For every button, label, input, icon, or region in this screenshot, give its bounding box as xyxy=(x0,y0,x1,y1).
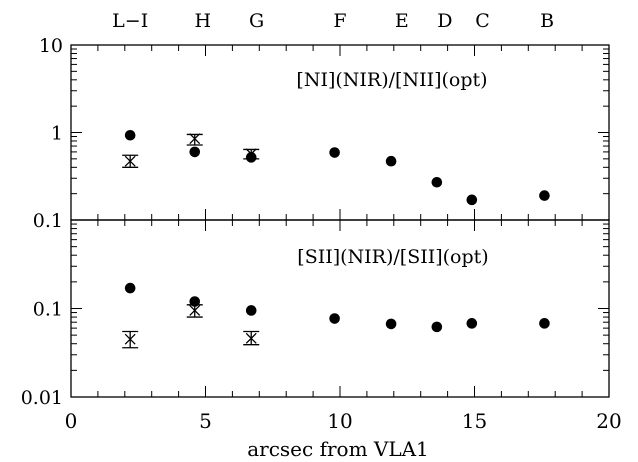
x-tick-label: 10 xyxy=(327,409,352,433)
position-label: H xyxy=(195,10,212,32)
cross-mark xyxy=(124,333,136,345)
data-point xyxy=(466,318,478,329)
position-label: L−I xyxy=(112,10,148,32)
y-tick-label: 10 xyxy=(39,35,63,57)
error-bar-point xyxy=(243,330,260,346)
x-tick-label: 5 xyxy=(199,409,212,433)
data-point xyxy=(189,146,201,158)
error-bar-point xyxy=(243,148,260,160)
data-point xyxy=(124,282,136,294)
x-tick-label: 0 xyxy=(65,409,78,433)
position-label: D xyxy=(437,10,452,32)
axis-ticks xyxy=(70,44,610,398)
cross-mark xyxy=(189,305,201,316)
position-label: C xyxy=(475,10,490,32)
y-tick-label: 0.1 xyxy=(33,210,63,232)
position-label: E xyxy=(395,10,409,32)
data-point xyxy=(189,296,201,307)
data-point xyxy=(124,129,136,141)
y-tick-label: 0.1 xyxy=(33,299,63,321)
y-tick-label: 1 xyxy=(51,123,63,145)
error-bar-point xyxy=(122,154,139,168)
x-axis-label: arcsec from VLA1 xyxy=(247,437,429,461)
data-point xyxy=(385,318,397,330)
position-label: B xyxy=(540,10,554,32)
cross-mark xyxy=(124,155,136,167)
top-position-labels: L−I H G F E D C B xyxy=(112,10,554,32)
data-point xyxy=(431,321,443,333)
cross-mark xyxy=(189,133,201,145)
data-point xyxy=(245,305,257,316)
x-tick-label: 15 xyxy=(462,409,487,433)
error-bar-point xyxy=(186,304,203,318)
position-label: G xyxy=(249,10,264,32)
data-point xyxy=(431,176,443,188)
position-label: F xyxy=(333,10,346,32)
x-tick-label: 20 xyxy=(596,409,621,433)
data-point xyxy=(385,155,397,167)
data-point xyxy=(539,190,550,201)
data-point xyxy=(539,318,550,329)
cross-mark xyxy=(245,148,257,160)
panel-top-title: [NI](NIR)/[NII](opt) xyxy=(296,69,487,91)
data-point xyxy=(466,194,478,206)
panel-bottom-title: [SII](NIR)/[SII](opt) xyxy=(297,246,488,268)
data-point xyxy=(329,147,340,158)
error-bar-point xyxy=(186,133,203,146)
error-bar-point xyxy=(122,330,139,349)
tick-labels: 10 1 0.1 0.1 0.010 5 10 15 20 xyxy=(21,35,622,433)
data-marks xyxy=(122,129,550,349)
y-tick-label: 0.01 xyxy=(21,387,63,409)
data-point xyxy=(329,313,340,324)
cross-mark xyxy=(245,332,257,344)
